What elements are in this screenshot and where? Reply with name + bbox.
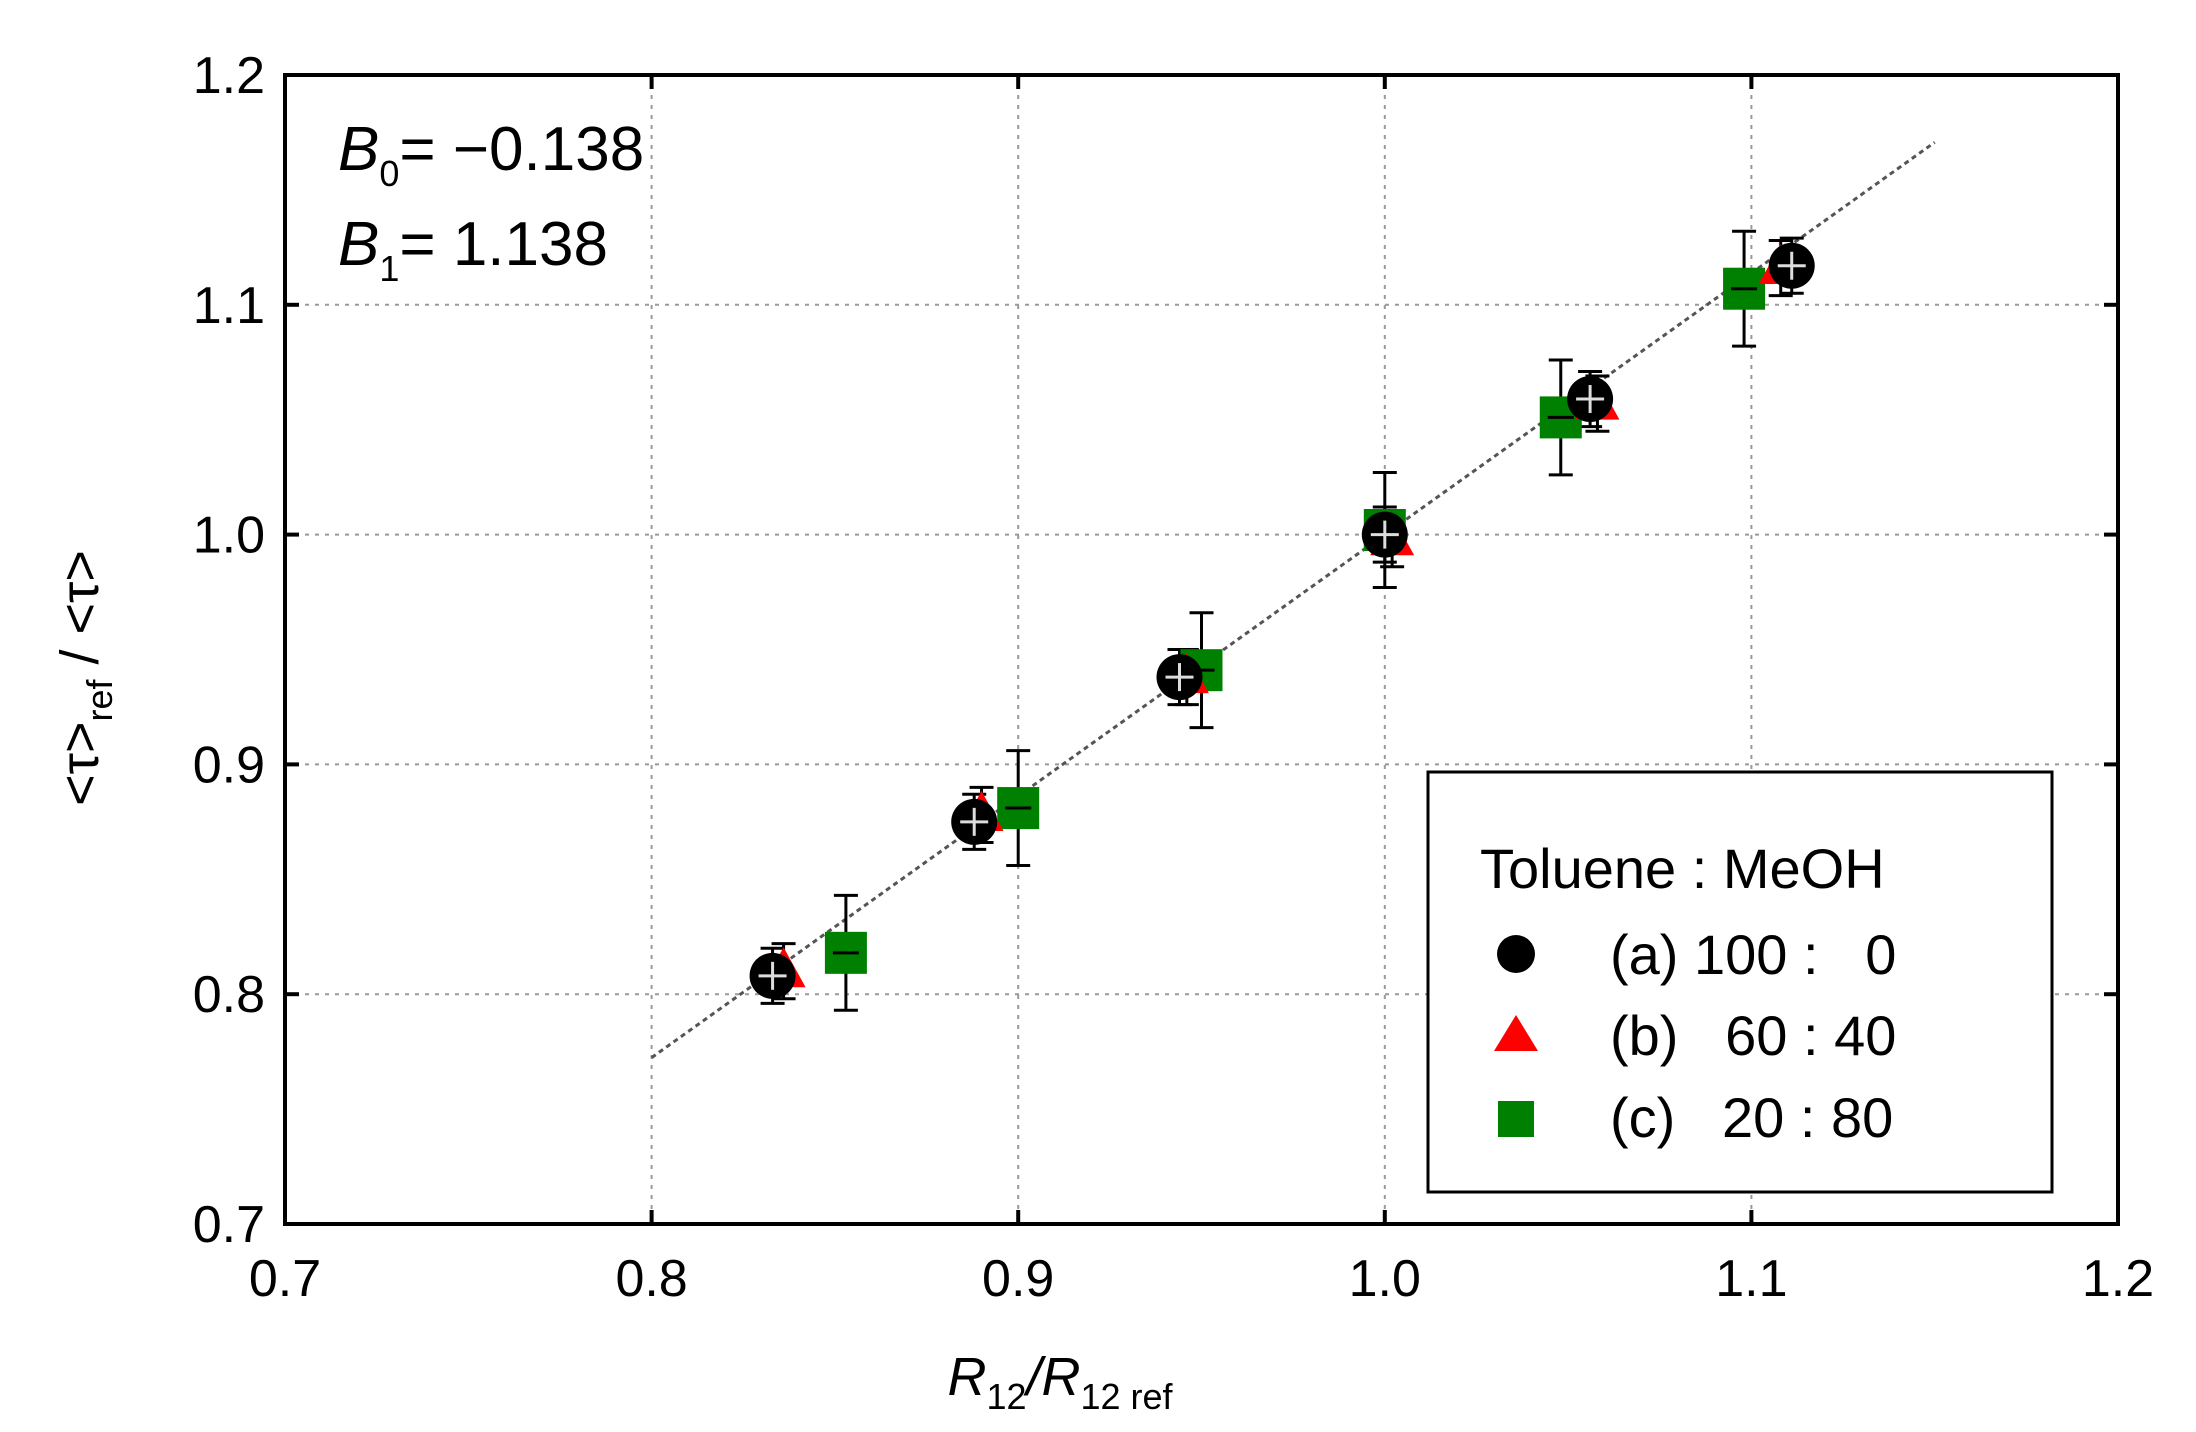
y-tick-label: 1.0	[193, 507, 265, 565]
annotation-b1: B1= 1.138	[338, 210, 608, 289]
legend-label-b: (b) 60 : 40	[1610, 1004, 1896, 1067]
x-axis-title: R12/R12 ref	[947, 1347, 1173, 1417]
y-axis-title: <τ>ref / <τ>	[50, 550, 120, 806]
y-tick-label: 1.2	[193, 47, 265, 105]
y-tick-label: 0.7	[193, 1196, 265, 1254]
y-tick-label: 0.9	[193, 736, 265, 794]
y-tick-label: 1.1	[193, 277, 265, 335]
x-tick-label: 0.9	[982, 1250, 1054, 1308]
x-tick-label: 1.0	[1349, 1250, 1421, 1308]
x-tick-label: 0.8	[615, 1250, 687, 1308]
legend-marker-triangle	[1494, 1015, 1538, 1051]
x-tick-label: 1.2	[2082, 1250, 2154, 1308]
legend-title: Toluene : MeOH	[1480, 837, 1885, 900]
legend-marker-circle	[1497, 935, 1535, 973]
fit-line	[650, 141, 1936, 1059]
y-tick-label: 0.8	[193, 966, 265, 1024]
legend-label-c: (c) 20 : 80	[1610, 1086, 1893, 1149]
legend-marker-square	[1498, 1101, 1534, 1137]
marker-layer	[749, 242, 1815, 999]
x-tick-label: 1.1	[1715, 1250, 1787, 1308]
legend-label-a: (a) 100 : 0	[1610, 923, 1896, 986]
fit-layer	[650, 141, 1936, 1059]
grid-layer	[285, 75, 2118, 1224]
annotation-b0: B0= −0.138	[338, 115, 644, 194]
x-tick-label: 0.7	[249, 1250, 321, 1308]
legend: Toluene : MeOH (a) 100 : 0 (b) 60 : 40 (…	[1426, 770, 2054, 1194]
plot-frame	[283, 73, 2120, 1226]
